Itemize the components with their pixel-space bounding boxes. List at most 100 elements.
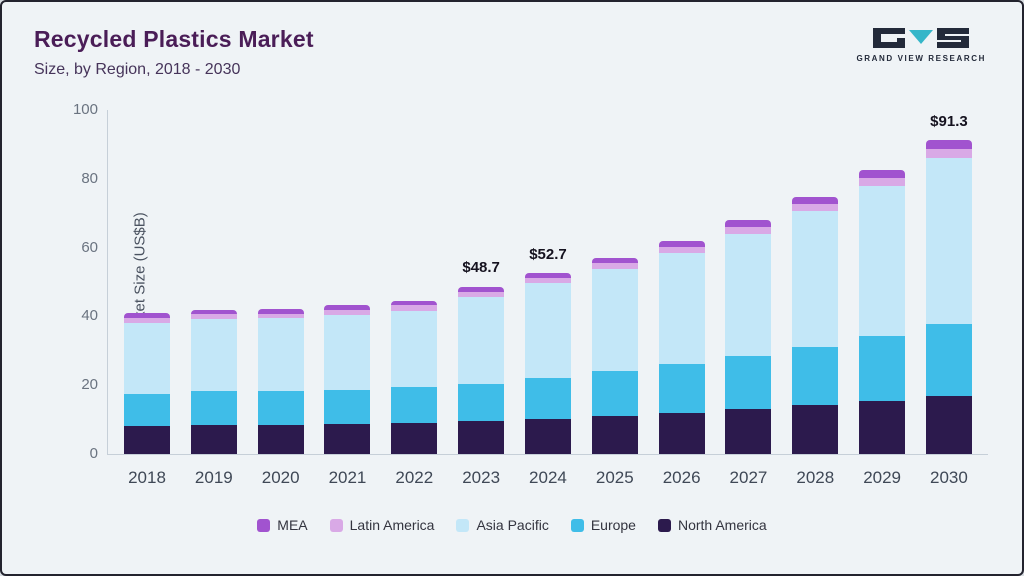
bar-segment-europe	[792, 347, 839, 406]
bar-group: 2025	[591, 110, 638, 487]
bar-segment-mea	[725, 220, 772, 227]
legend-label: Asia Pacific	[476, 517, 549, 533]
bar-group: 2026	[658, 110, 705, 487]
bar-segment-north-america	[859, 401, 906, 454]
bar-segment-mea	[190, 309, 237, 315]
legend-item-europe: Europe	[570, 517, 636, 533]
bar-segment-asia-pacific	[792, 211, 839, 348]
legend-swatch-icon	[657, 518, 671, 532]
bar-segment-mea	[524, 272, 571, 278]
legend-item-north-america: North America	[657, 517, 767, 533]
bar-group: 2028	[792, 110, 839, 487]
legend-item-latin-america: Latin America	[329, 517, 435, 533]
bar-group: 2019	[190, 110, 237, 487]
bar-segment-asia-pacific	[524, 283, 571, 379]
y-tick-label: 20	[81, 376, 98, 394]
bar-segment-north-america	[725, 408, 772, 454]
logo-mark-icon	[873, 28, 970, 48]
bar-segment-europe	[925, 323, 972, 396]
bar-segment-europe	[391, 387, 438, 424]
bar-segment-europe	[591, 371, 638, 417]
bar-segment-europe	[859, 336, 906, 402]
value-annotation: $52.7	[529, 245, 567, 263]
legend-label: North America	[677, 517, 767, 533]
bar-segment-asia-pacific	[658, 253, 705, 365]
bar-segment-mea	[591, 257, 638, 264]
bar-segment-mea	[925, 139, 972, 149]
legend-item-mea: MEA	[257, 517, 308, 533]
brand-logo: GRAND VIEW RESEARCH	[856, 26, 986, 63]
bar-group: 2022	[391, 110, 438, 487]
bar-segment-asia-pacific	[190, 319, 237, 392]
y-tick-label: 0	[89, 445, 98, 462]
bar-segment-latin-america	[725, 226, 772, 234]
bar-segment-north-america	[391, 423, 438, 454]
bar-segment-latin-america	[257, 313, 304, 319]
x-axis-label: 2029	[863, 468, 902, 487]
bar-segment-north-america	[524, 419, 571, 454]
bar-segment-latin-america	[190, 314, 237, 320]
x-axis-label: 2019	[194, 468, 233, 487]
x-axis-label: 2018	[128, 468, 166, 487]
bar-group: 2024 $52.7	[524, 110, 571, 487]
bar-segment-asia-pacific	[458, 296, 505, 384]
bar-segment-mea	[257, 308, 304, 314]
page-title: Recycled Plastics Market	[34, 26, 314, 52]
x-axis-label: 2025	[595, 468, 634, 487]
page-subtitle: Size, by Region, 2018 - 2030	[34, 61, 241, 78]
header: Recycled Plastics Market Size, by Region…	[2, 2, 1022, 79]
bar-group: 2023 $48.7	[458, 110, 505, 487]
bar-segment-asia-pacific	[257, 318, 304, 392]
title-block: Recycled Plastics Market Size, by Region…	[34, 26, 314, 79]
legend-swatch-icon	[456, 518, 470, 532]
bar-segment-europe	[458, 383, 505, 422]
bar-segment-asia-pacific	[725, 233, 772, 356]
bar-segment-asia-pacific	[391, 310, 438, 388]
bar-segment-north-america	[257, 425, 304, 454]
x-axis-label: 2023	[462, 468, 501, 487]
bar-segment-mea	[124, 312, 170, 319]
legend-label: Europe	[590, 517, 636, 533]
bar-segment-latin-america	[591, 263, 638, 269]
bar-group: 2020	[257, 110, 304, 487]
bar-segment-north-america	[591, 416, 638, 454]
bar-segment-europe	[324, 390, 371, 425]
x-axis-label: 2028	[796, 468, 835, 487]
bar-segment-north-america	[925, 395, 972, 454]
plot-area: Market Size (US$B) 2018 2019 2020 2021 2022 2…	[73, 101, 988, 487]
bar-segment-north-america	[124, 426, 170, 454]
chart: Market Size (US$B) 2018 2019 2020 2021 2022 2…	[2, 101, 1022, 487]
bar-segment-latin-america	[458, 291, 505, 297]
x-axis-label: 2024	[529, 468, 567, 487]
legend-label: Latin America	[349, 517, 435, 533]
bar-group: 2029	[859, 110, 906, 487]
y-tick-label: 100	[72, 101, 98, 118]
legend-swatch-icon	[570, 518, 584, 532]
x-axis-label: 2030	[930, 468, 968, 487]
bar-segment-europe	[190, 391, 237, 426]
bar-segment-asia-pacific	[591, 268, 638, 372]
x-axis-label: 2021	[328, 468, 367, 487]
bar-segment-latin-america	[524, 277, 571, 284]
bar-segment-mea	[859, 170, 906, 179]
legend-swatch-icon	[329, 518, 343, 532]
legend-swatch-icon	[257, 518, 271, 532]
x-axis-label: 2026	[662, 468, 701, 487]
bar-segment-mea	[658, 241, 705, 247]
bar-segment-north-america	[658, 412, 705, 454]
bar-segment-europe	[524, 378, 571, 420]
legend-label: MEA	[277, 517, 308, 533]
bar-segment-latin-america	[324, 310, 371, 316]
value-annotation: $48.7	[462, 259, 500, 277]
bar-group: 2021	[324, 110, 371, 487]
value-annotation: $91.3	[930, 112, 968, 130]
bar-segment-asia-pacific	[925, 157, 972, 324]
bar-segment-latin-america	[391, 305, 438, 311]
bar-segment-north-america	[324, 424, 371, 454]
y-tick-label: 80	[81, 169, 98, 187]
bar-segment-mea	[324, 305, 371, 311]
bar-group: 2018	[124, 110, 170, 487]
bar-segment-asia-pacific	[859, 186, 906, 337]
bar-segment-north-america	[792, 405, 839, 454]
